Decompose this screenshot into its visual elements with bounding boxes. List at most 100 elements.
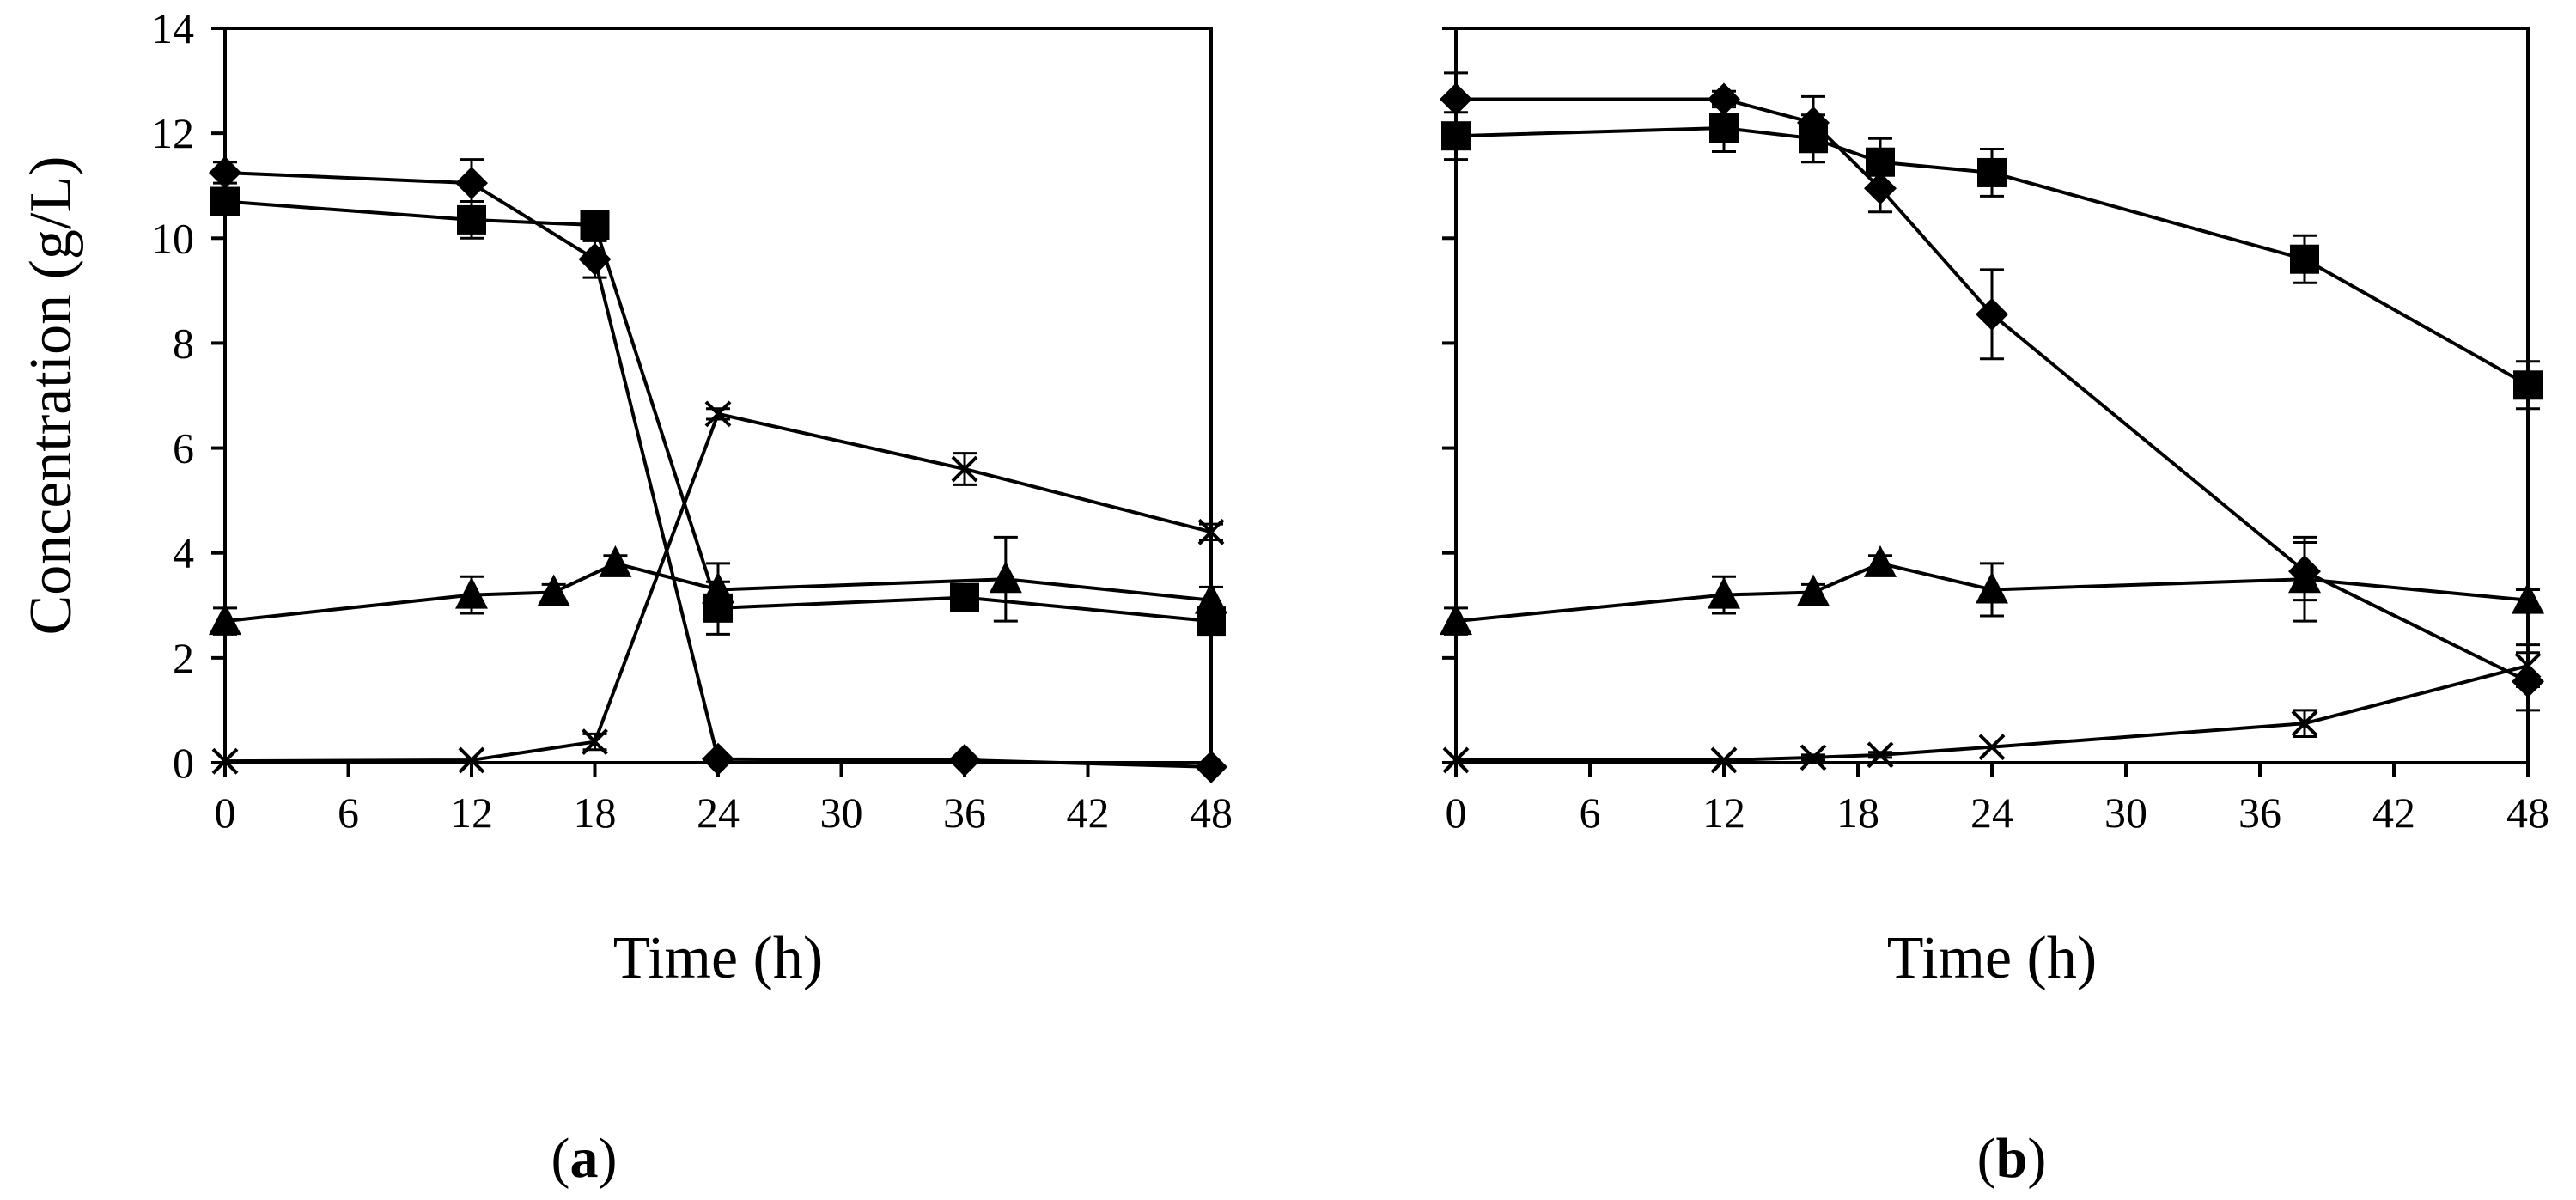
data-point-triangle bbox=[702, 571, 734, 604]
chart-panel-a: 0 6 12 18 24 30 36 42 4802468101214Concentration… bbox=[18, 4, 1233, 1190]
x-tick-label: 30 bbox=[820, 789, 863, 837]
data-point-asterisk-stroke bbox=[1978, 734, 2006, 761]
data-point-diamond bbox=[209, 155, 241, 189]
data-point-square bbox=[1977, 157, 2007, 187]
data-point-asterisk-stroke bbox=[951, 455, 978, 483]
y-tick-label: 8 bbox=[173, 319, 194, 367]
series-triangle bbox=[209, 535, 1227, 636]
x-tick-label: 48 bbox=[2506, 789, 2549, 837]
data-point-square bbox=[1866, 147, 1895, 177]
x-tick-label: 36 bbox=[2238, 789, 2281, 837]
data-point-asterisk-stroke bbox=[1867, 741, 1894, 769]
data-point-asterisk bbox=[1197, 518, 1225, 545]
data-point-triangle bbox=[2512, 582, 2544, 614]
chart-panel-b: 0 6 12 18 24 30 36 42 48 Time (h) (b) bbox=[1440, 27, 2549, 1190]
data-point-diamond bbox=[1976, 297, 2008, 331]
series-line-diamond bbox=[224, 170, 1212, 769]
x-tick-label: 24 bbox=[1970, 789, 2013, 837]
data-point-asterisk bbox=[211, 747, 239, 775]
data-point-triangle bbox=[455, 576, 488, 609]
series-triangle bbox=[1440, 535, 2544, 636]
series-square bbox=[1441, 103, 2543, 411]
data-point-asterisk bbox=[2291, 710, 2318, 737]
data-point-triangle bbox=[1708, 576, 1740, 609]
data-point-asterisk-stroke bbox=[582, 728, 608, 755]
x-tick-label: 12 bbox=[450, 789, 493, 837]
data-point-triangle bbox=[599, 545, 632, 577]
y-tick-label: 12 bbox=[151, 109, 194, 157]
x-tick-label: 42 bbox=[1067, 789, 1110, 837]
data-point-square bbox=[580, 210, 610, 241]
data-point-diamond bbox=[455, 167, 488, 200]
panel-label: (b) bbox=[1977, 1127, 2047, 1190]
data-point-square bbox=[1441, 121, 1471, 151]
data-point-diamond bbox=[1708, 82, 1740, 116]
data-point-asterisk-stroke bbox=[2291, 710, 2318, 737]
x-tick-label: 6 bbox=[1580, 789, 1601, 837]
data-point-asterisk-stroke bbox=[211, 747, 239, 775]
y-tick-label: 2 bbox=[173, 634, 194, 682]
series-line-asterisk bbox=[224, 411, 1212, 764]
x-tick-label: 0 bbox=[1446, 789, 1467, 837]
data-point-square bbox=[2513, 370, 2543, 400]
x-tick-label: 36 bbox=[943, 789, 986, 837]
data-point-triangle bbox=[209, 603, 241, 636]
series-asterisk bbox=[1442, 643, 2542, 774]
y-tick-label: 4 bbox=[173, 529, 194, 577]
data-point-triangle bbox=[1864, 545, 1897, 577]
data-point-asterisk-stroke bbox=[1442, 746, 1470, 774]
data-point-asterisk-stroke bbox=[704, 400, 732, 428]
panel-label-close: ) bbox=[2027, 1127, 2046, 1190]
data-point-asterisk bbox=[1710, 746, 1738, 774]
y-tick-label: 10 bbox=[151, 214, 194, 262]
data-point-asterisk-stroke bbox=[458, 746, 485, 774]
x-tick-label: 18 bbox=[574, 789, 617, 837]
x-axis-title: Time (h) bbox=[613, 925, 823, 991]
x-tick-label: 30 bbox=[2104, 789, 2147, 837]
data-point-triangle bbox=[1195, 582, 1227, 614]
data-point-asterisk bbox=[1978, 734, 2006, 761]
data-point-triangle bbox=[1976, 571, 2008, 604]
panel-label: (a) bbox=[551, 1127, 618, 1190]
x-tick-label: 18 bbox=[1836, 789, 1879, 837]
data-point-square bbox=[457, 204, 486, 235]
x-axis-title: Time (h) bbox=[1887, 925, 2097, 991]
data-point-asterisk bbox=[704, 400, 732, 428]
data-point-asterisk-stroke bbox=[1197, 518, 1225, 545]
panel-label-letter: b bbox=[1996, 1127, 2028, 1190]
data-point-square bbox=[210, 186, 240, 216]
data-point-asterisk bbox=[458, 746, 485, 774]
series-diamond bbox=[209, 155, 1227, 783]
y-tick-label: 14 bbox=[151, 4, 194, 52]
data-point-triangle bbox=[989, 561, 1022, 594]
data-point-diamond bbox=[702, 742, 734, 776]
y-tick-label: 6 bbox=[173, 424, 194, 472]
y-axis-title: Concentration (g/L) bbox=[18, 156, 84, 636]
data-point-asterisk bbox=[1442, 746, 1470, 774]
x-tick-label: 42 bbox=[2372, 789, 2415, 837]
y-tick-label: 0 bbox=[173, 739, 194, 787]
data-point-square bbox=[2290, 244, 2319, 274]
data-point-triangle bbox=[1440, 603, 1472, 636]
x-tick-label: 48 bbox=[1190, 789, 1233, 837]
data-point-asterisk bbox=[951, 455, 978, 483]
x-tick-label: 6 bbox=[338, 789, 359, 837]
data-point-asterisk-stroke bbox=[1800, 744, 1827, 771]
data-point-asterisk bbox=[582, 728, 608, 755]
x-tick-label: 24 bbox=[697, 789, 740, 837]
data-point-asterisk-stroke bbox=[1710, 746, 1738, 774]
panel-label-close: ) bbox=[599, 1127, 618, 1190]
chart-root: 0 6 12 18 24 30 36 42 4802468101214Concentration… bbox=[18, 4, 2549, 1190]
panel-label-letter: a bbox=[570, 1127, 599, 1190]
data-point-asterisk bbox=[2514, 652, 2542, 679]
x-tick-label: 0 bbox=[215, 789, 236, 837]
data-point-diamond bbox=[1195, 750, 1227, 783]
data-point-asterisk bbox=[1867, 741, 1894, 769]
data-point-triangle bbox=[1797, 574, 1830, 606]
panel-label-open: ( bbox=[1977, 1127, 1996, 1190]
data-point-diamond bbox=[1864, 172, 1897, 205]
data-point-asterisk-stroke bbox=[2514, 652, 2542, 679]
data-point-square bbox=[1799, 124, 1828, 154]
data-point-square bbox=[1709, 113, 1739, 143]
